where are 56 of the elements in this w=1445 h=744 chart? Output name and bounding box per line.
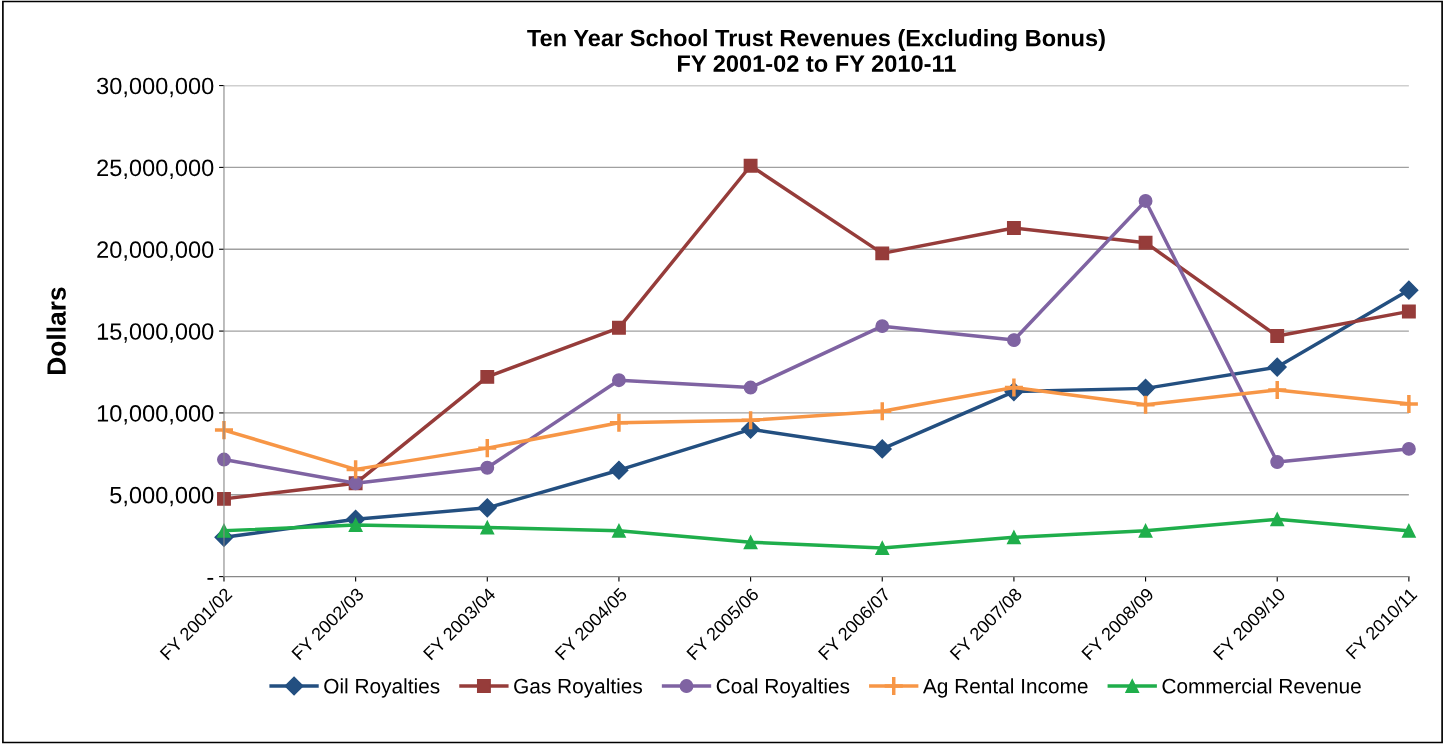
point xyxy=(743,158,758,173)
point xyxy=(1134,393,1157,416)
point xyxy=(348,518,363,532)
y-tick-label: 10,000,000 xyxy=(97,404,214,425)
legend-label: Coal Royalties xyxy=(716,678,850,698)
point xyxy=(743,380,758,395)
point xyxy=(1138,523,1153,538)
point xyxy=(480,520,495,535)
point xyxy=(1266,379,1288,401)
point xyxy=(1399,280,1419,300)
point xyxy=(611,320,626,335)
point xyxy=(1270,455,1285,469)
point xyxy=(875,541,890,555)
point xyxy=(1003,376,1025,399)
legend-label: Gas Royalties xyxy=(514,678,643,698)
y-tick-label: 25,000,000 xyxy=(97,159,214,179)
point xyxy=(1270,329,1285,343)
point xyxy=(872,439,892,459)
point xyxy=(1006,221,1021,235)
point xyxy=(344,458,367,481)
point xyxy=(213,419,235,441)
y-tick-label: 20,000,000 xyxy=(97,241,214,261)
point xyxy=(217,491,231,506)
point xyxy=(875,246,890,261)
point xyxy=(608,411,630,434)
point xyxy=(1398,393,1420,415)
y-tick-label: 5,000,000 xyxy=(110,486,214,507)
point xyxy=(1401,523,1416,538)
legend-label: Ag Rental Income xyxy=(922,678,1088,698)
point xyxy=(480,460,495,475)
point xyxy=(477,498,497,518)
point xyxy=(609,460,629,480)
point xyxy=(1138,235,1153,250)
point xyxy=(611,523,626,538)
y-tick-label: 30,000,000 xyxy=(96,77,214,98)
y-axis-title: Dollars xyxy=(46,287,66,375)
point xyxy=(611,373,626,388)
point xyxy=(480,369,495,384)
point xyxy=(1401,304,1416,319)
point xyxy=(1006,530,1021,545)
legend-label: Oil Royalties xyxy=(324,678,440,698)
point xyxy=(1136,378,1156,398)
point xyxy=(743,535,758,550)
point xyxy=(1267,357,1287,377)
point xyxy=(1270,512,1285,527)
point xyxy=(1401,441,1416,456)
y-tick-label: 15,000,000 xyxy=(97,323,214,343)
point xyxy=(1138,194,1153,208)
point xyxy=(1006,333,1021,348)
chart-title: Ten Year School Trust Revenues (Excluding Bonus) FY 2001-02 to FY 2010-11 xyxy=(527,29,1105,72)
y-tick-label: - xyxy=(207,577,214,580)
point xyxy=(871,400,894,423)
legend-label: Commercial Revenue xyxy=(1162,678,1361,694)
point xyxy=(476,437,499,459)
point xyxy=(739,409,762,432)
point xyxy=(875,319,890,334)
